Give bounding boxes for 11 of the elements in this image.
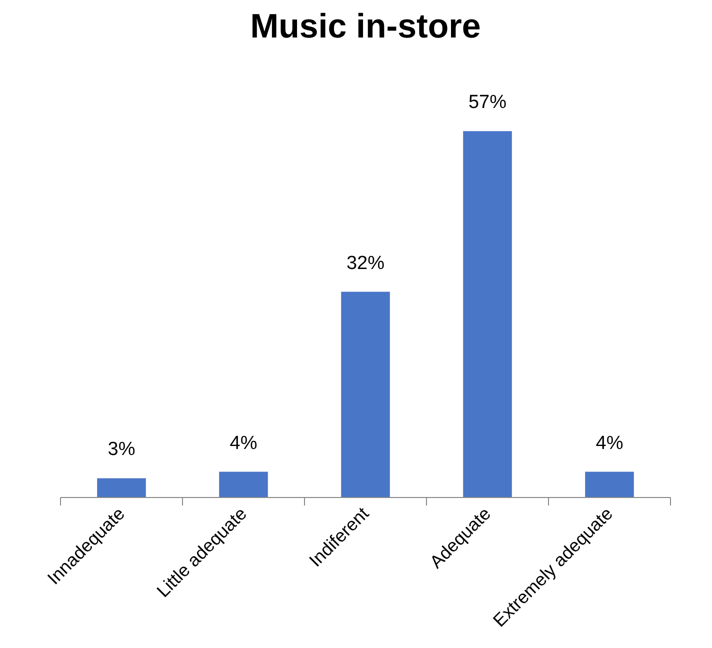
data-label: 4% [596,432,624,454]
data-label: 4% [230,432,258,454]
bar [463,131,512,498]
bar [341,292,390,498]
bar [97,478,146,498]
data-label: 57% [468,92,507,114]
data-label: 3% [108,439,136,460]
bar [585,472,634,498]
bar [219,472,268,498]
chart-title: Music in-store [250,8,481,46]
data-label: 32% [346,252,385,274]
